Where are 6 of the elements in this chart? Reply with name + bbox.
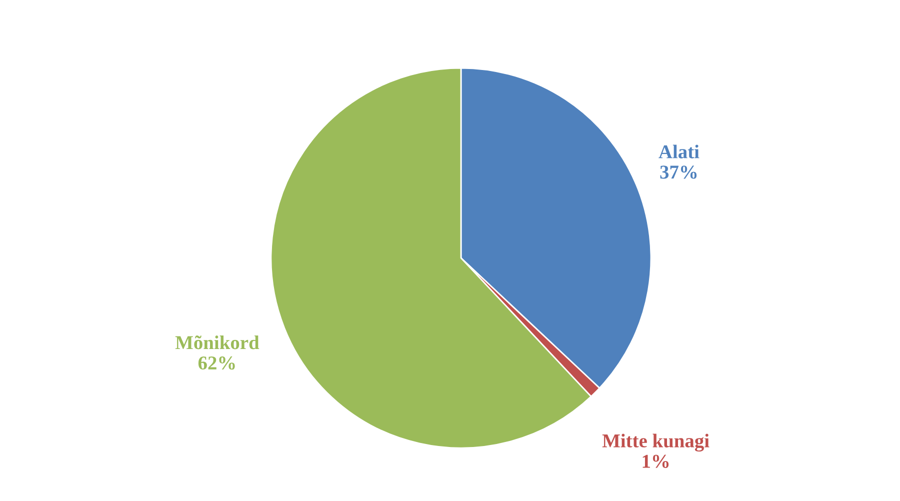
- data-label: 1%: [642, 454, 669, 468]
- slice-label: Mitte kunagi: [602, 434, 710, 452]
- data-label: 62%: [198, 356, 235, 370]
- data-label: 37%: [660, 166, 697, 179]
- slice-label: Mõnikord: [175, 336, 260, 350]
- slice-label: Alati: [658, 144, 700, 158]
